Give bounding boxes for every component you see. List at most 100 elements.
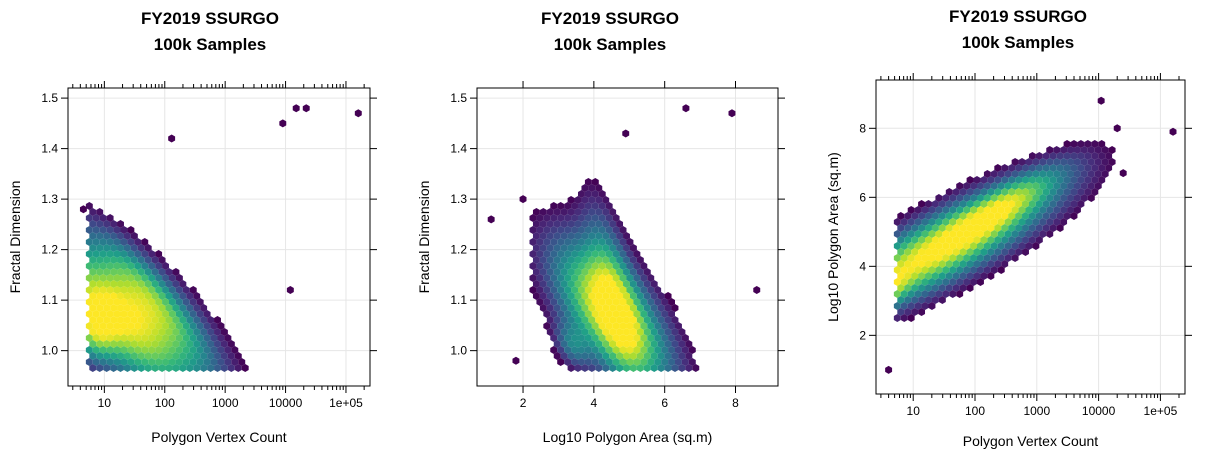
hexbin-cell bbox=[1091, 152, 1099, 160]
outlier-point bbox=[1113, 124, 1121, 133]
hexbin-cell bbox=[1056, 188, 1064, 196]
hexbin-cell bbox=[567, 256, 575, 264]
hexbin-cell bbox=[571, 358, 578, 366]
hexbin-cell bbox=[602, 316, 610, 324]
hexbin-cell bbox=[987, 200, 995, 208]
hexbin-cell bbox=[616, 220, 624, 228]
hexbin-cell bbox=[539, 232, 547, 240]
hexbin-cell bbox=[956, 218, 964, 226]
hexbin-cell bbox=[567, 280, 575, 288]
hexbin-cell bbox=[584, 310, 592, 318]
hexbin-cell bbox=[994, 260, 1002, 268]
hexbin-cell bbox=[137, 280, 145, 288]
hexbin-cell bbox=[550, 346, 558, 354]
hexbin-cell bbox=[911, 296, 919, 304]
hexbin-cell bbox=[564, 358, 572, 366]
panel-area-vs-fractal: 2 4 6 8 1.0 1.1 1.2 1.3 1.4 1.5 FY2019 SSURGO 100k … bbox=[416, 9, 785, 445]
hexbin-cell bbox=[994, 188, 1002, 196]
y-axis-label: Log10 Polygon Area (sq.m) bbox=[825, 152, 841, 322]
hexbin-cell bbox=[1060, 206, 1068, 214]
x-tick-label: 8 bbox=[732, 396, 739, 410]
hexbin-cell bbox=[560, 340, 568, 348]
hexbin-cell bbox=[148, 262, 156, 270]
hexbin-cell bbox=[564, 226, 572, 234]
hexbin-cell bbox=[664, 352, 672, 360]
hexbin-cell bbox=[1008, 164, 1016, 172]
hexbin-cell bbox=[186, 316, 194, 324]
hexbin-cell bbox=[1056, 164, 1064, 172]
outlier-point bbox=[79, 205, 87, 214]
hexbin-cell bbox=[591, 346, 599, 354]
hexbin-cell bbox=[117, 316, 124, 324]
hexbin-cell bbox=[980, 248, 988, 256]
hexbin-cell bbox=[1001, 164, 1009, 172]
hexbin-cell bbox=[612, 238, 620, 246]
hexbin-cell bbox=[643, 364, 651, 372]
hexbin-cell bbox=[1053, 146, 1061, 154]
hexbin-cell bbox=[574, 232, 582, 240]
hexbin-cell bbox=[571, 346, 578, 354]
hexbin-cell bbox=[536, 226, 544, 234]
hexbin-cell bbox=[1067, 182, 1074, 190]
hexbin-cell bbox=[602, 352, 610, 360]
hexbin-cell bbox=[966, 212, 974, 220]
hexbin-cell bbox=[616, 268, 624, 276]
hexbin-cell bbox=[543, 214, 551, 222]
hexbin-cell bbox=[1035, 188, 1043, 196]
hexbin-cell bbox=[175, 358, 183, 366]
hexbin-cell bbox=[172, 316, 180, 324]
hexbin-cell bbox=[123, 268, 131, 276]
hexbin-cell bbox=[626, 322, 634, 330]
hexbin-cell bbox=[106, 298, 114, 306]
hexbin-cell bbox=[151, 316, 159, 324]
hexbin-cell bbox=[1004, 182, 1012, 190]
hexbin-cell bbox=[942, 254, 950, 262]
hexbin-cell bbox=[900, 302, 908, 310]
hexbin-cell bbox=[151, 340, 159, 348]
hexbin-cell bbox=[633, 358, 641, 366]
hexbin-cell bbox=[952, 236, 960, 244]
hexbin-cell bbox=[543, 286, 551, 294]
hexbin-cell bbox=[997, 230, 1005, 238]
hexbin-cell bbox=[123, 352, 131, 360]
hexbin-cell bbox=[605, 202, 613, 210]
hexbin-cell bbox=[921, 218, 929, 226]
hexbin-cell bbox=[949, 278, 957, 286]
hexbin-cell bbox=[1022, 176, 1029, 184]
hexbin-cell bbox=[103, 244, 111, 252]
outlier-point bbox=[1169, 127, 1177, 136]
hexbin-cell bbox=[897, 272, 905, 280]
hexbin-cell bbox=[117, 244, 124, 252]
hexbin-cell bbox=[196, 346, 204, 354]
hexbin-cell bbox=[1084, 152, 1092, 160]
hexbin-cell bbox=[141, 286, 149, 294]
hexbin-cell bbox=[110, 340, 118, 348]
hexbin-cell bbox=[595, 244, 603, 252]
hexbin-cell bbox=[942, 242, 950, 250]
hexbin-cell bbox=[557, 286, 565, 294]
hexbin-cell bbox=[231, 346, 239, 354]
hexbin-cell bbox=[976, 266, 984, 274]
hexbin-cell bbox=[127, 298, 135, 306]
hexbin-cell bbox=[980, 260, 988, 268]
y-tick-label: 1.0 bbox=[41, 344, 58, 358]
hexbin-cell bbox=[532, 220, 540, 228]
hexbin-cell bbox=[688, 358, 696, 366]
hexbin-cell bbox=[151, 292, 159, 300]
hexbin-cell bbox=[997, 206, 1005, 214]
hexbin-cell bbox=[609, 328, 617, 336]
hexbin-cell bbox=[980, 176, 988, 184]
hexbin-cell bbox=[616, 340, 624, 348]
hexbin-cell bbox=[973, 236, 981, 244]
hexbin-cell bbox=[987, 248, 995, 256]
hexbin-cell bbox=[654, 310, 662, 318]
hexbin-cell bbox=[85, 322, 93, 330]
hexbin-cell bbox=[162, 298, 169, 306]
hexbin-cell bbox=[1025, 242, 1033, 250]
hexbin-cell bbox=[182, 334, 190, 342]
hexbin-cell bbox=[200, 328, 208, 336]
hexbin-cell bbox=[144, 352, 152, 360]
outlier-point bbox=[168, 134, 176, 143]
outlier-cells bbox=[79, 104, 362, 295]
hexbin-cell bbox=[137, 304, 145, 312]
